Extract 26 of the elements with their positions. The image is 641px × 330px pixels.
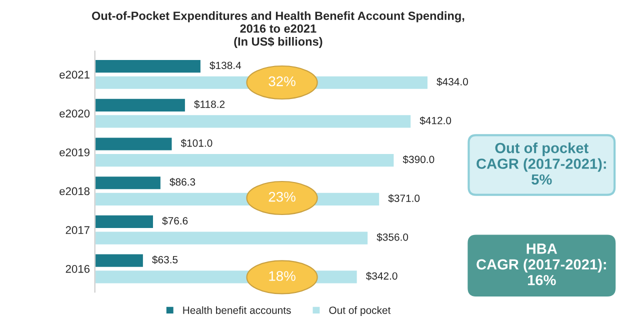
y-tick-label: 2017 [66, 226, 90, 234]
y-tick-label: e2021 [60, 70, 90, 79]
data-label: $342.0 [366, 272, 398, 280]
y-tick-label: e2020 [60, 110, 90, 118]
data-label: $63.5 [152, 256, 178, 264]
data-label: $412.0 [420, 116, 452, 125]
annotation: 23% [268, 192, 296, 202]
data-label: $76.6 [162, 216, 188, 226]
data-label: $390.0 [402, 155, 434, 164]
data-label: $371.0 [388, 194, 420, 203]
data-label: $86.3 [170, 178, 196, 186]
y-tick-label: 2016 [66, 265, 90, 273]
data-label: $118.2 [194, 100, 225, 109]
text: Out of pocket CAGR (2017-2021): 5% [476, 142, 606, 185]
data-label: $356.0 [376, 233, 408, 242]
chart-title: Out-of-Pocket Expenditures and Health Benefit Account Spending, 2016 to e2021 (In US$ billions) [92, 11, 464, 48]
annotation: 18% [269, 271, 296, 281]
data-label: $434.0 [436, 78, 468, 86]
y-tick-label: e2019 [60, 148, 90, 156]
data-label: $138.4 [210, 61, 242, 70]
legend-label: Out of pocket [329, 306, 391, 316]
annotation: 32% [268, 76, 296, 86]
text: HBA CAGR (2017-2021): 16% [476, 244, 606, 286]
y-tick-label: e2018 [60, 187, 90, 196]
legend-label: Health benefit accounts [183, 306, 291, 314]
data-label: $101.0 [180, 138, 212, 148]
